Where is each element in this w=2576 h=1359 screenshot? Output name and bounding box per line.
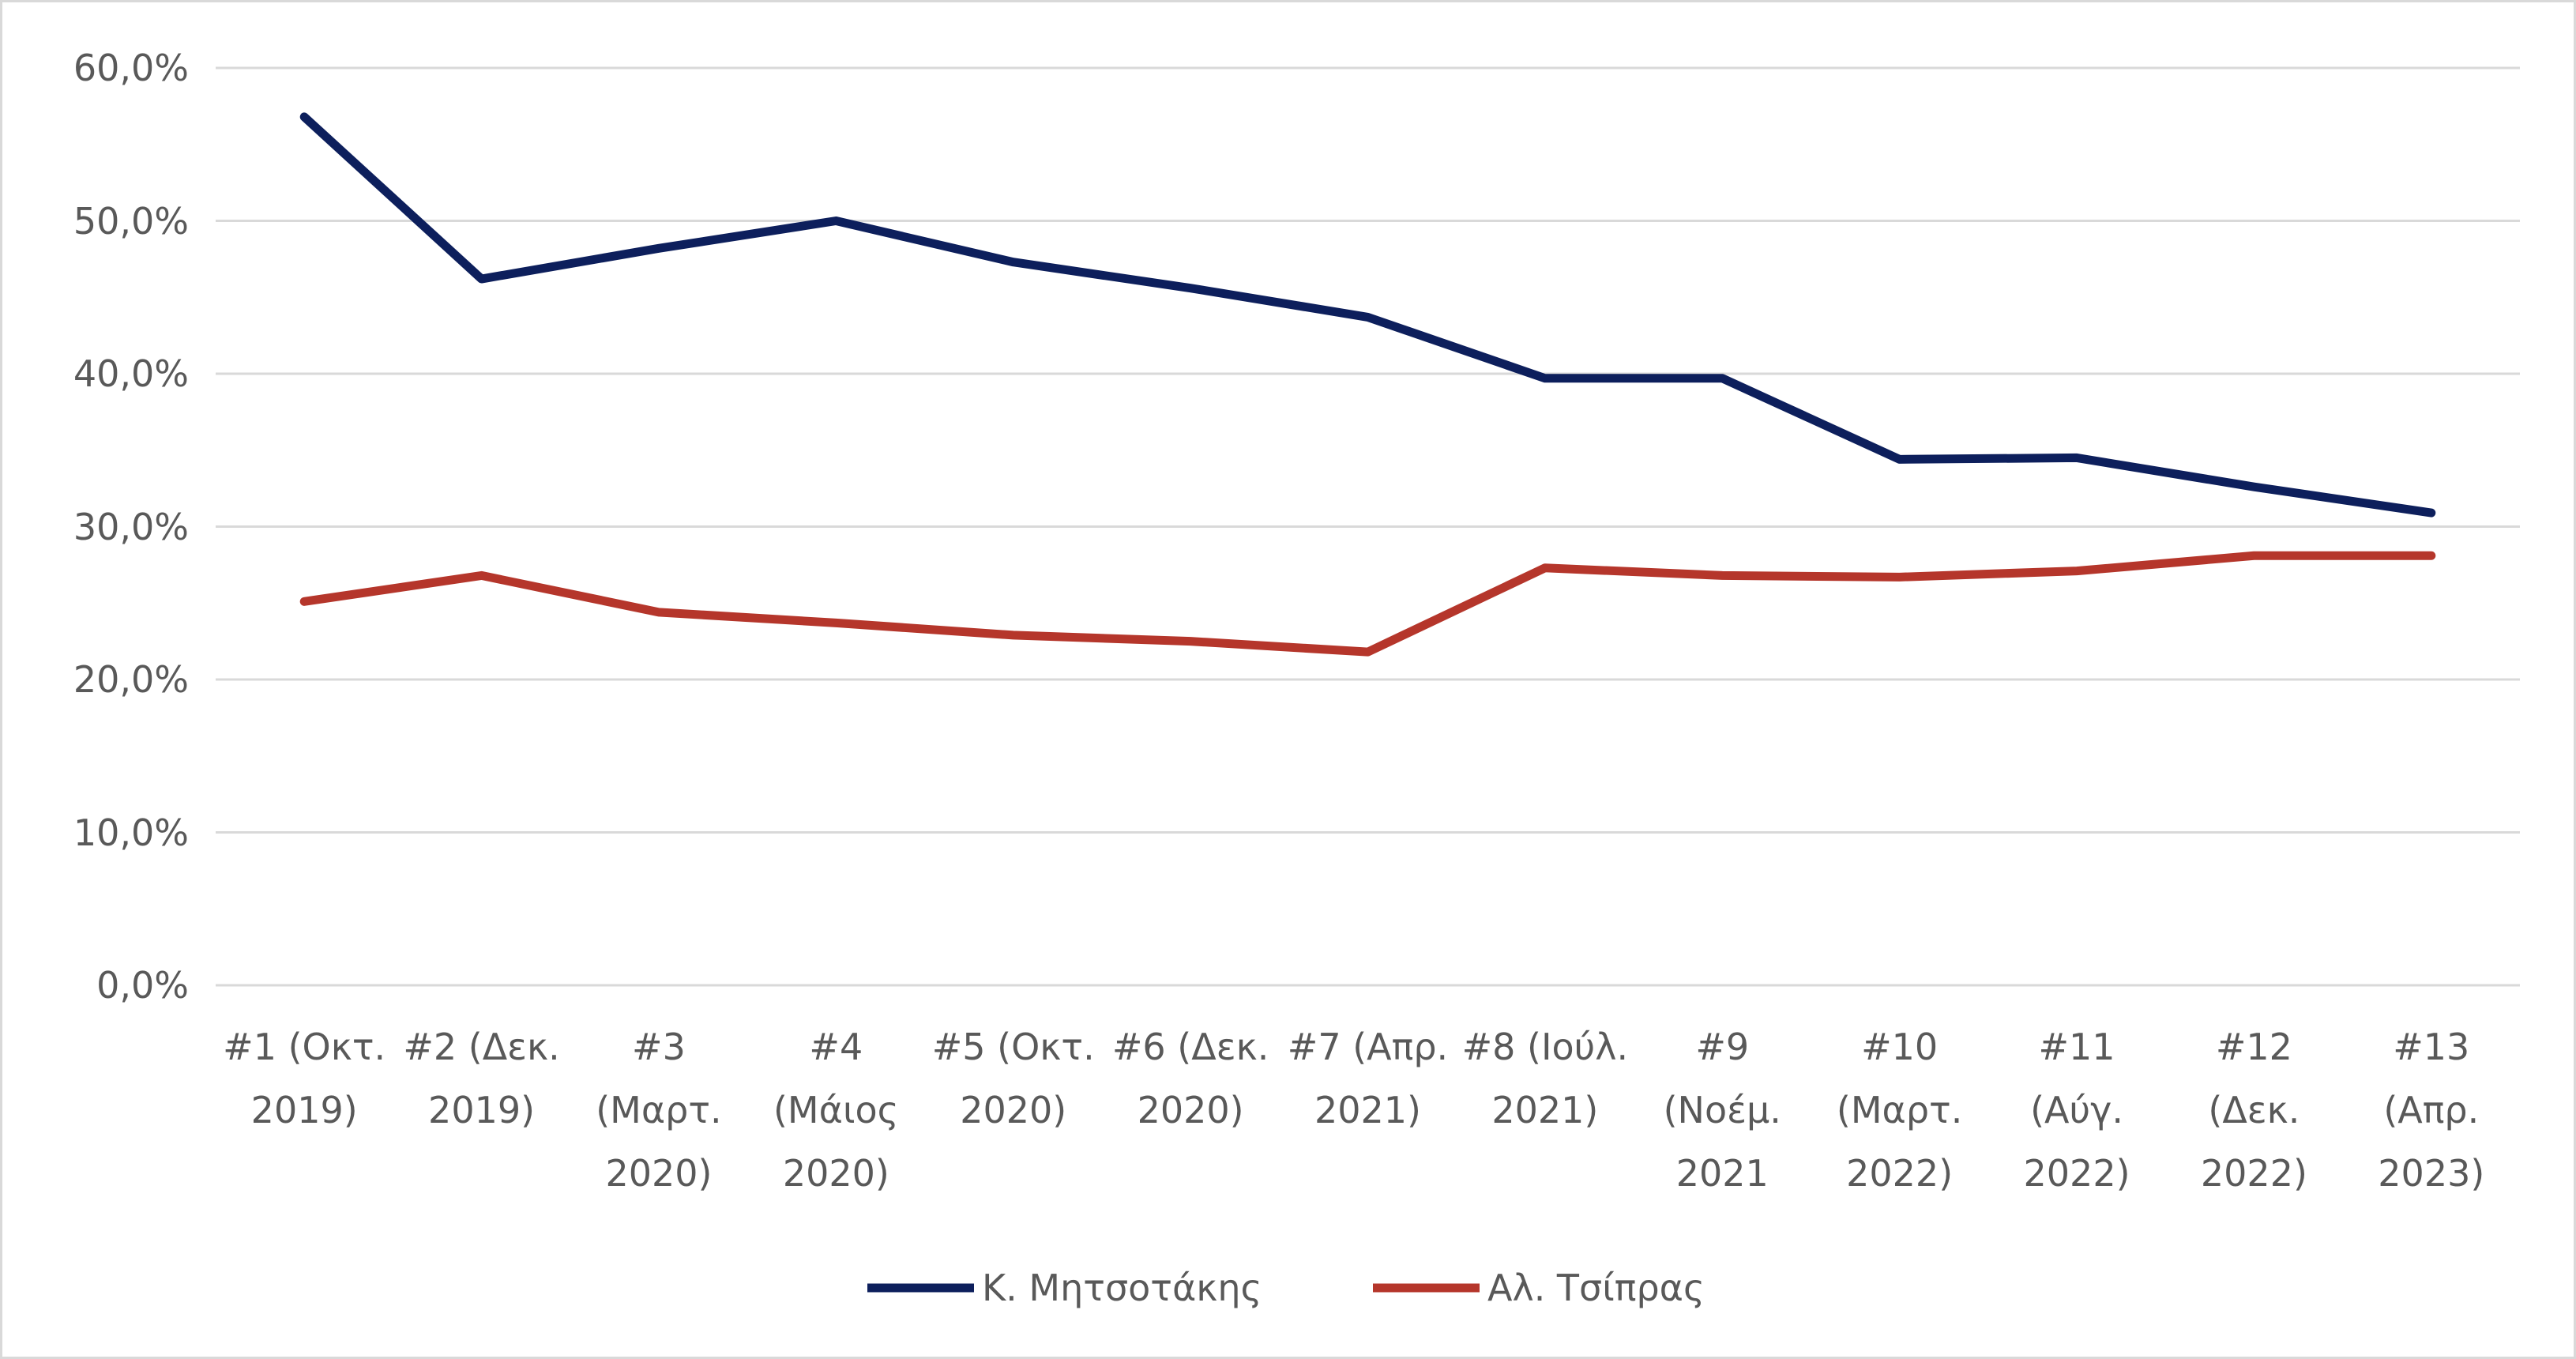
x-tick-label: #7 (Απρ. 2021) (1287, 1026, 1449, 1131)
x-tick-label: #4 (Μάιος 2020) (773, 1026, 899, 1195)
x-tick-label: #3 (Μαρτ. 2020) (596, 1026, 722, 1195)
x-tick-label: #13 (Απρ. 2023) (2378, 1026, 2485, 1195)
legend-label: Αλ. Τσίπρας (1487, 1267, 1705, 1309)
legend-label: Κ. Μητσοτάκης (982, 1267, 1262, 1309)
y-tick-label: 40,0% (73, 352, 189, 395)
x-tick-label: #9 (Νοέμ. 2021 (1663, 1026, 1781, 1195)
x-tick-label: #1 (Οκτ. 2019) (223, 1026, 386, 1131)
y-tick-label: 50,0% (73, 199, 189, 243)
y-tick-label: 30,0% (73, 505, 189, 548)
y-tick-label: 0,0% (96, 964, 189, 1007)
x-tick-label: #5 (Οκτ. 2020) (931, 1026, 1095, 1131)
y-tick-label: 60,0% (73, 47, 189, 89)
y-tick-label: 10,0% (73, 811, 189, 854)
series-line (299, 112, 2436, 518)
y-tick-label: 20,0% (73, 658, 189, 701)
x-tick-label: #6 (Δεκ. 2020) (1111, 1026, 1269, 1131)
x-tick-label: #11 (Αύγ. 2022) (2023, 1026, 2130, 1195)
x-tick-label: #10 (Μαρτ. 2022) (1836, 1026, 1963, 1195)
x-tick-label: #12 (Δεκ. 2022) (2200, 1026, 2307, 1195)
x-tick-label: #2 (Δεκ. 2019) (403, 1026, 560, 1131)
series-line (299, 551, 2436, 657)
x-tick-label: #8 (Ιούλ. 2021) (1461, 1026, 1629, 1131)
